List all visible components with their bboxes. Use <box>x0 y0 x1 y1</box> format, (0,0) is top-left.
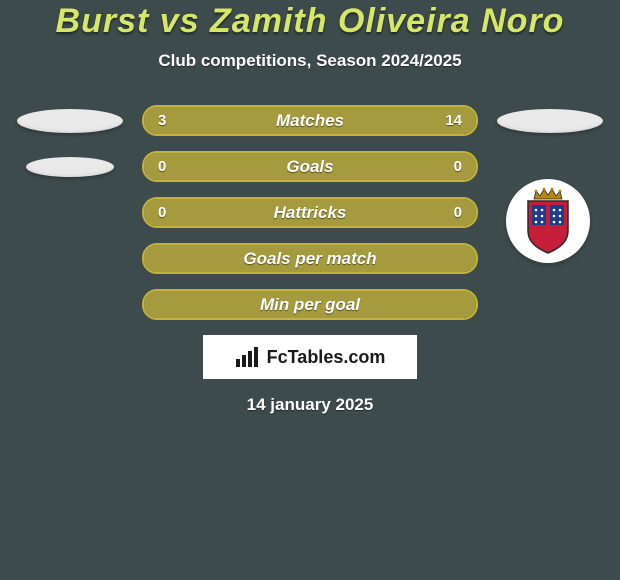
date-text: 14 january 2025 <box>0 395 620 415</box>
club-crest <box>506 179 590 263</box>
stat-bar: 00Goals <box>142 151 478 182</box>
watermark: FcTables.com <box>203 335 417 379</box>
player-badge-left <box>17 109 123 133</box>
player-badge-left <box>26 157 114 177</box>
left-badge-slot <box>14 157 126 177</box>
subtitle: Club competitions, Season 2024/2025 <box>0 51 620 71</box>
stat-label: Goals <box>144 153 476 180</box>
left-badge-slot <box>14 109 126 133</box>
stat-bar: Goals per match <box>142 243 478 274</box>
stat-label: Min per goal <box>144 291 476 318</box>
stat-row: Min per goal <box>0 289 620 320</box>
comparison-card: Burst vs Zamith Oliveira Noro Club compe… <box>0 0 620 580</box>
right-badge-slot <box>494 109 606 133</box>
stat-row: 314Matches <box>0 105 620 136</box>
stat-bar: 00Hattricks <box>142 197 478 228</box>
stat-label: Hattricks <box>144 199 476 226</box>
bars-icon <box>235 347 261 367</box>
stat-bar: Min per goal <box>142 289 478 320</box>
stat-label: Matches <box>144 107 476 134</box>
watermark-text: FcTables.com <box>267 347 386 368</box>
stat-bar: 314Matches <box>142 105 478 136</box>
stat-label: Goals per match <box>144 245 476 272</box>
stat-row: 00Goals <box>0 151 620 182</box>
shield-icon <box>518 187 578 255</box>
page-title: Burst vs Zamith Oliveira Noro <box>0 2 620 41</box>
player-badge-right <box>497 109 603 133</box>
